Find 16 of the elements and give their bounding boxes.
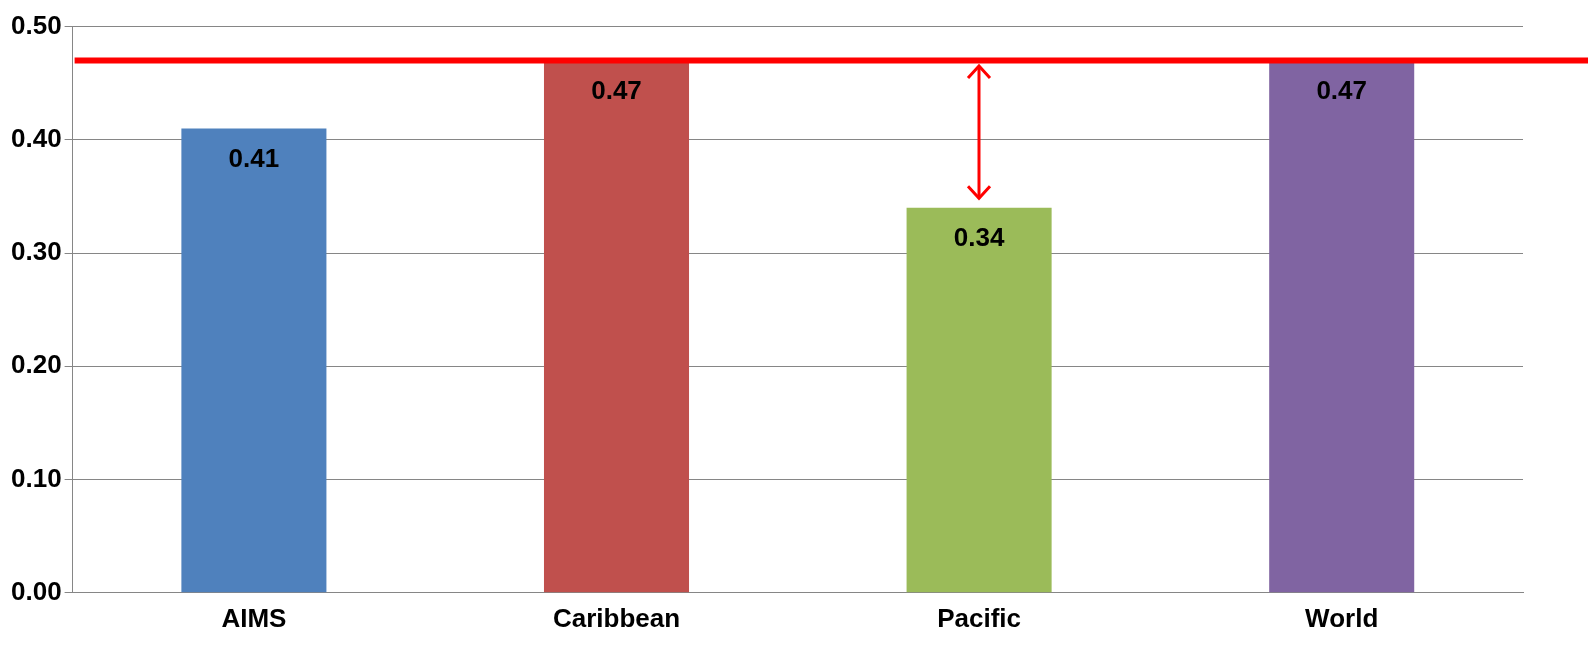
x-tick-label: AIMS [221, 602, 287, 633]
y-tick-label: 0.50 [10, 9, 62, 40]
x-tick-label: Pacific [937, 602, 1022, 633]
data-label: 0.47 [1316, 74, 1368, 105]
x-tick-label: Caribbean [552, 602, 681, 633]
bar [906, 207, 1052, 593]
y-tick-label: 0.00 [10, 575, 62, 606]
bar [181, 128, 327, 593]
x-tick-label: World [1305, 602, 1379, 633]
y-tick-label: 0.30 [10, 236, 62, 267]
y-tick-label: 0.10 [10, 462, 62, 493]
y-tick-label: 0.20 [10, 349, 62, 380]
data-label: 0.47 [591, 74, 642, 105]
y-tick-label: 0.40 [10, 123, 62, 154]
data-label: 0.41 [228, 142, 280, 173]
data-label: 0.34 [953, 221, 1005, 252]
